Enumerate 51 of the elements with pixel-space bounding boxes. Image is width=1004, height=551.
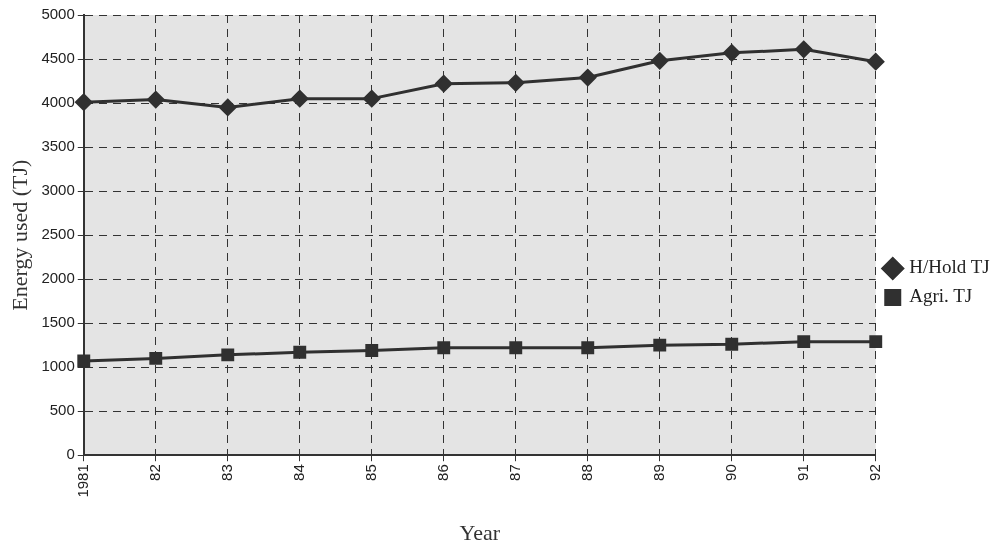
y-tick-label: 5000 (41, 5, 75, 23)
x-tick-label: 87 (505, 464, 523, 481)
y-tick-label: 500 (49, 401, 75, 419)
point (221, 348, 235, 362)
x-tick-label: 86 (433, 464, 451, 481)
x-tick-label: 88 (577, 464, 595, 481)
y-tick-label: 1500 (41, 313, 75, 331)
point (651, 52, 669, 70)
x-tick-label: 84 (289, 464, 307, 481)
legend-label: H/Hold TJ (909, 256, 990, 278)
y-tick-label: 0 (66, 445, 75, 463)
point (293, 345, 307, 359)
x-tick-label: 83 (217, 464, 235, 481)
x-tick-label: 92 (865, 464, 883, 481)
y-tick-label: 2500 (41, 225, 75, 243)
x-tick-label: 85 (361, 464, 379, 481)
point (77, 354, 91, 368)
point (437, 341, 451, 355)
y-tick-label: 4500 (41, 49, 75, 67)
x-tick-label: 90 (721, 464, 739, 481)
y-tick-label: 2000 (41, 269, 75, 287)
point (75, 93, 93, 111)
x-tick-label: 1981 (73, 464, 91, 498)
point (507, 74, 525, 92)
point (291, 90, 309, 108)
point (149, 351, 163, 365)
point (509, 341, 523, 355)
point (797, 335, 811, 349)
point (725, 337, 739, 351)
point (867, 53, 885, 71)
x-axis-title: Year (459, 519, 501, 545)
y-tick-label: 1000 (41, 357, 75, 375)
legend-label: Agri. TJ (909, 285, 973, 307)
point (363, 90, 381, 108)
point (723, 44, 741, 62)
point (795, 40, 813, 58)
point (581, 341, 595, 355)
y-tick-label: 3500 (41, 137, 75, 155)
y-axis-title: Energy used (TJ) (6, 159, 32, 311)
point (869, 335, 883, 349)
point (365, 344, 379, 357)
point (653, 338, 667, 352)
point (219, 98, 237, 116)
y-tick-label: 4000 (41, 93, 75, 111)
x-tick-label: 89 (649, 464, 667, 481)
x-tick-label: 91 (793, 464, 811, 481)
point (147, 91, 165, 109)
point (579, 69, 597, 87)
y-tick-label: 3000 (41, 181, 75, 199)
point (435, 75, 453, 93)
x-tick-label: 82 (145, 464, 163, 481)
